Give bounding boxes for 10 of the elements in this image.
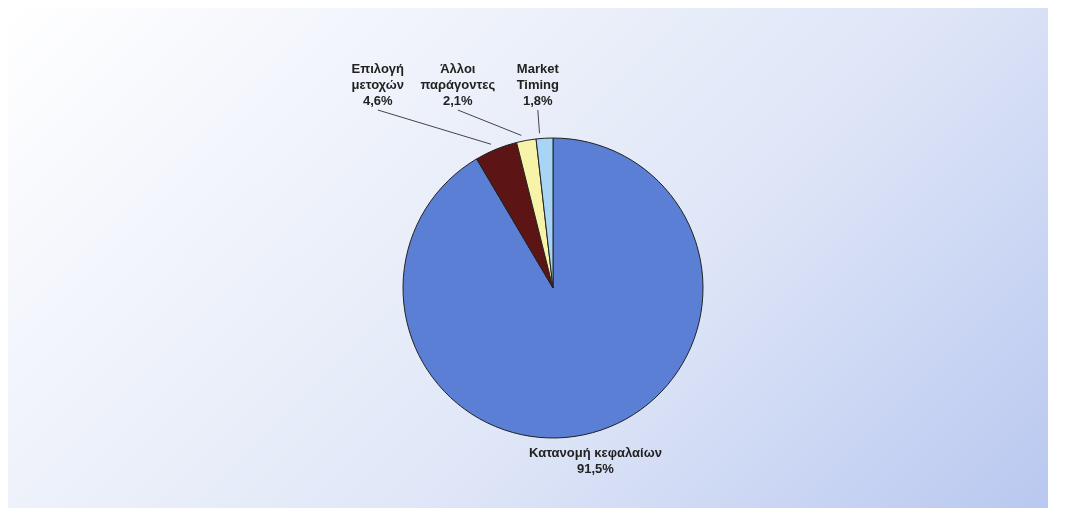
pie-slice (402, 137, 704, 439)
data-label: 1,8% (523, 93, 554, 108)
slice-label: Κατανομή κεφαλαίων (529, 444, 662, 460)
slice-label: Άλλοι παράγοντες (420, 61, 496, 92)
slice-label: Market Timing (516, 61, 560, 92)
slice-label: Επιλογή μετοχών (351, 61, 405, 92)
data-label: 2,1% (443, 93, 474, 108)
data-label: 91,5% (577, 460, 615, 476)
data-label: 4,6% (363, 93, 394, 108)
pie-slice (476, 141, 554, 289)
